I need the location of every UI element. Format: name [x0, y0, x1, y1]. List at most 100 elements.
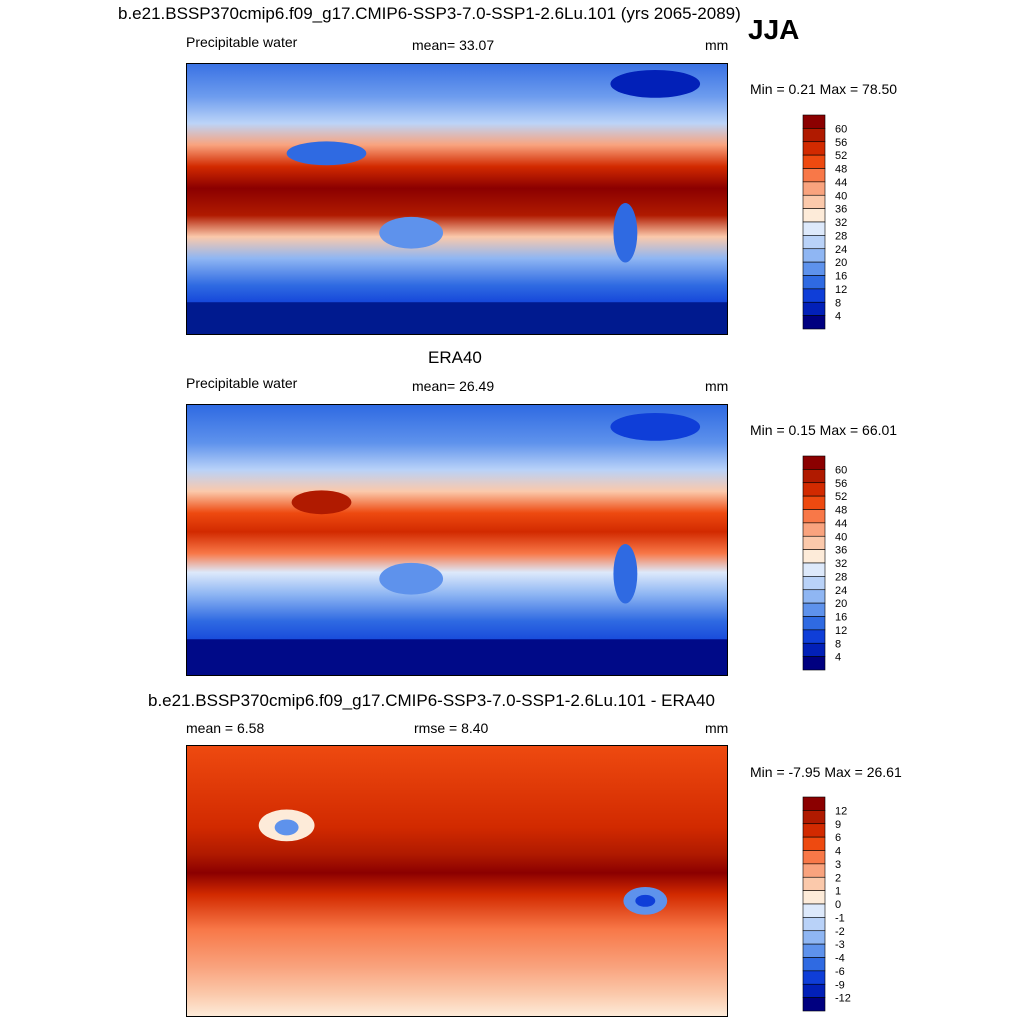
panel-1-field [187, 64, 727, 334]
colorbar-swatch [802, 629, 826, 644]
panel-2-units: mm [705, 378, 729, 394]
colorbar-tick-label: -3 [835, 939, 845, 951]
colorbar-tick-label: 8 [835, 297, 841, 309]
panel-1-units: mm [705, 37, 729, 53]
colorbar-swatch [802, 917, 826, 932]
colorbar-swatch [802, 957, 826, 972]
panel-1-variable-label: Precipitable water [186, 34, 298, 50]
colorbar-tick-label: 1 [835, 886, 841, 898]
colorbar-tick-label: 52 [835, 150, 847, 162]
panel-3-field [187, 746, 727, 1016]
colorbar-tick-label: 32 [835, 217, 847, 229]
colorbar-tick-label: 3 [835, 859, 841, 871]
colorbar-tick-label: 24 [835, 244, 847, 256]
colorbar-tick-label: -1 [835, 912, 845, 924]
colorbar-tick-label: 4 [835, 311, 841, 323]
colorbar-swatch [802, 301, 826, 316]
colorbar-swatch [802, 943, 826, 958]
panel-2-mean-label: mean= 26.49 [412, 378, 495, 394]
colorbar-swatch [802, 482, 826, 497]
panel-3-rmse-label: rmse = 8.40 [414, 720, 489, 736]
colorbar-swatch [802, 208, 826, 223]
season-label: JJA [748, 14, 800, 45]
colorbar-swatch [802, 616, 826, 631]
colorbar-swatch [802, 642, 826, 657]
colorbar-swatch [802, 930, 826, 945]
colorbar-swatch [802, 181, 826, 196]
panel-3-map [186, 745, 728, 1017]
colorbar-tick-label: 56 [835, 137, 847, 149]
colorbar-tick-label: 44 [835, 518, 847, 530]
colorbar-tick-label: 0 [835, 899, 841, 911]
colorbar-tick-label: -2 [835, 926, 845, 938]
panel-2-title: ERA40 [428, 348, 482, 367]
colorbar-swatch [802, 903, 826, 918]
colorbar-swatch [802, 535, 826, 550]
panel-2-variable-label: Precipitable water [186, 375, 298, 391]
colorbar-tick-label: 44 [835, 177, 847, 189]
colorbar-swatch [802, 576, 826, 591]
colorbar-swatch [802, 288, 826, 303]
panel-2-field [187, 405, 727, 675]
colorbar-swatch [802, 154, 826, 169]
panel-3-title: b.e21.BSSP370cmip6.f09_g17.CMIP6-SSP3-7.… [148, 691, 716, 710]
colorbar-tick-label: 48 [835, 164, 847, 176]
colorbar-swatch [802, 970, 826, 985]
colorbar-tick-label: 4 [835, 846, 841, 858]
colorbar-swatch [802, 850, 826, 865]
panel-2-minmax: Min = 0.15 Max = 66.01 [750, 422, 898, 438]
colorbar-tick-label: 20 [835, 257, 847, 269]
colorbar-swatch [802, 194, 826, 209]
colorbar-tick-label: 32 [835, 558, 847, 570]
colorbar-tick-label: 56 [835, 478, 847, 490]
colorbar-swatch [802, 562, 826, 577]
colorbar-tick-label: 8 [835, 638, 841, 650]
panel-1-map [186, 63, 728, 335]
colorbar-swatch [802, 810, 826, 825]
colorbar-swatch [802, 522, 826, 537]
colorbar-tick-label: 12 [835, 805, 847, 817]
colorbar-swatch [802, 602, 826, 617]
colorbar-swatch [802, 235, 826, 250]
colorbar-swatch [802, 275, 826, 290]
colorbar-tick-label: 9 [835, 819, 841, 831]
colorbar-swatch [802, 469, 826, 484]
panel-1-minmax: Min = 0.21 Max = 78.50 [750, 81, 898, 97]
colorbar-swatch [802, 549, 826, 564]
colorbar-tick-label: -6 [835, 966, 845, 978]
colorbar-swatch [802, 248, 826, 263]
colorbar-tick-label: 16 [835, 612, 847, 624]
colorbar-tick-label: 60 [835, 464, 847, 476]
colorbar-tick-label: 12 [835, 625, 847, 637]
colorbar-swatch [802, 141, 826, 156]
colorbar-swatch [802, 495, 826, 510]
colorbar-swatch [802, 997, 826, 1012]
colorbar-tick-label: 2 [835, 872, 841, 884]
colorbar-swatch [802, 261, 826, 276]
colorbar-tick-label: 40 [835, 531, 847, 543]
colorbar-tick-label: 40 [835, 190, 847, 202]
panel-1-title: b.e21.BSSP370cmip6.f09_g17.CMIP6-SSP3-7.… [118, 4, 741, 23]
colorbar-tick-label: 36 [835, 204, 847, 216]
colorbar-swatch [802, 168, 826, 183]
panel-3-units: mm [705, 720, 729, 736]
colorbar-tick-label: -9 [835, 979, 845, 991]
colorbar-tick-label: 6 [835, 832, 841, 844]
colorbar-swatch [802, 221, 826, 236]
colorbar-tick-label: 12 [835, 284, 847, 296]
panel-2-map [186, 404, 728, 676]
colorbar-swatch [802, 589, 826, 604]
colorbar-swatch [802, 509, 826, 524]
colorbar-tick-label: -12 [835, 993, 851, 1005]
colorbar-swatch [802, 823, 826, 838]
colorbar-tick-label: 24 [835, 585, 847, 597]
colorbar-swatch [802, 876, 826, 891]
colorbar-swatch [802, 656, 826, 671]
panel-1-colorbar: 60 56 52 48 44 40 36 32 28 24 20 16 12 8 4 [802, 114, 863, 330]
colorbar-swatch [802, 114, 826, 129]
colorbar-swatch [802, 128, 826, 143]
colorbar-swatch [802, 455, 826, 470]
colorbar-tick-label: 20 [835, 598, 847, 610]
colorbar-swatch [802, 863, 826, 878]
panel-3-mean-label: mean = 6.58 [186, 720, 265, 736]
